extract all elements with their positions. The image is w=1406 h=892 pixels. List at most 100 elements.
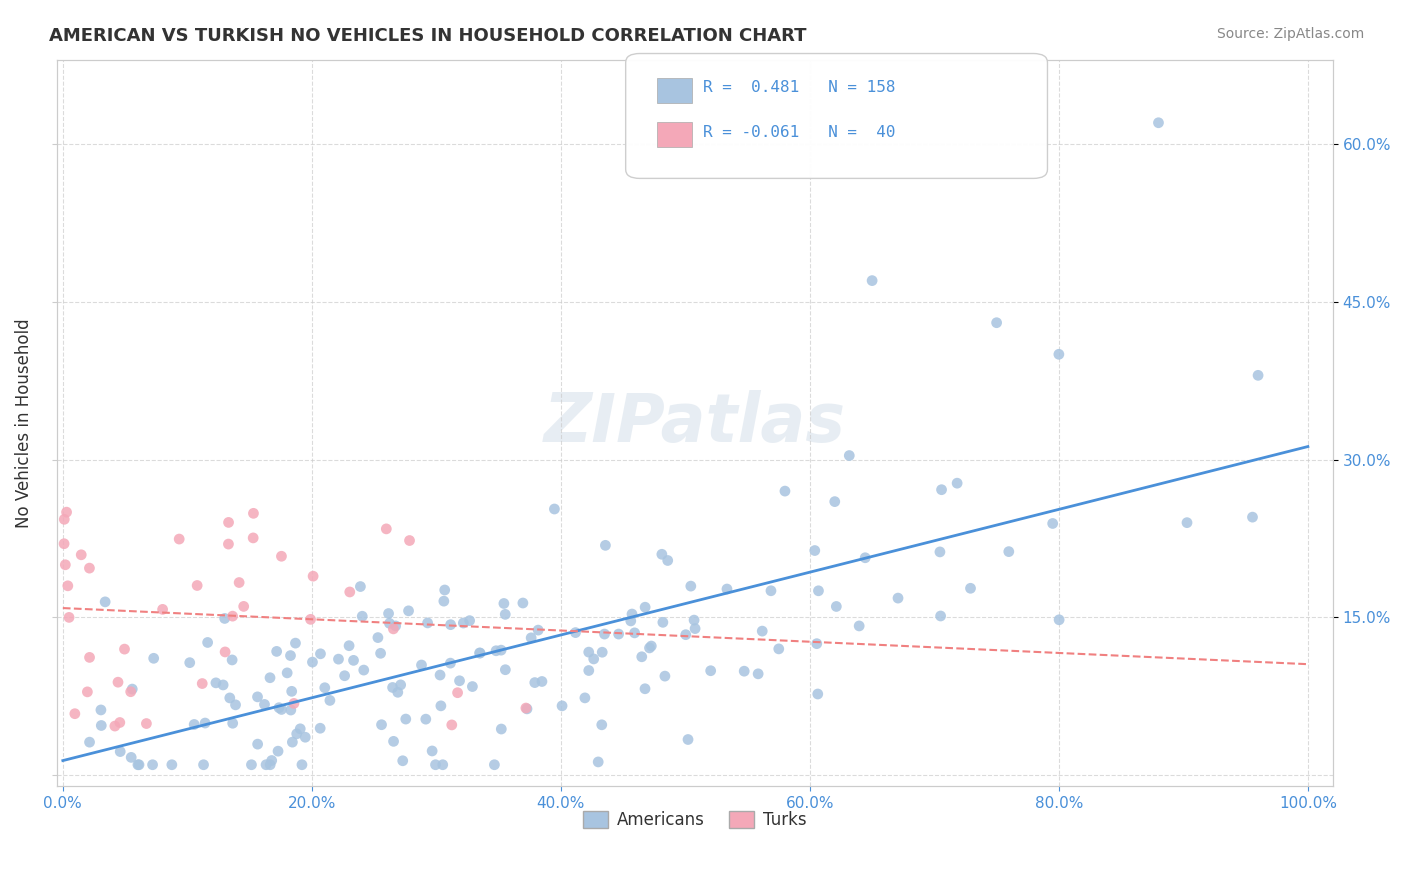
Americans xyxy=(433,582,456,597)
Turks xyxy=(242,506,264,520)
Americans xyxy=(142,757,165,772)
Americans xyxy=(381,681,404,695)
Americans xyxy=(328,652,350,666)
Americans xyxy=(194,716,217,731)
Americans xyxy=(564,625,586,640)
Americans xyxy=(382,734,405,748)
Americans xyxy=(607,627,630,641)
Americans xyxy=(807,687,830,701)
Americans xyxy=(90,718,112,732)
Americans xyxy=(759,583,782,598)
Americans xyxy=(699,664,721,678)
Americans xyxy=(468,646,491,660)
Americans xyxy=(807,583,830,598)
Americans xyxy=(384,619,406,633)
Americans xyxy=(747,666,769,681)
Americans xyxy=(574,690,596,705)
Americans xyxy=(266,644,288,658)
Turks xyxy=(114,642,136,657)
Americans xyxy=(1175,516,1198,530)
Americans xyxy=(931,483,953,497)
Americans xyxy=(270,702,292,716)
Americans xyxy=(1241,510,1264,524)
Turks xyxy=(299,612,322,626)
Americans xyxy=(838,449,860,463)
Turks xyxy=(107,675,129,690)
Americans xyxy=(337,639,360,653)
Americans xyxy=(353,663,375,677)
Turks xyxy=(218,516,240,530)
Americans xyxy=(551,698,574,713)
Americans xyxy=(773,484,796,499)
Americans xyxy=(494,663,516,677)
Americans xyxy=(620,614,643,628)
Text: ZIPatlas: ZIPatlas xyxy=(544,390,845,456)
Turks xyxy=(70,548,93,562)
Americans xyxy=(1047,347,1070,361)
Text: AMERICAN VS TURKISH NO VEHICLES IN HOUSEHOLD CORRELATION CHART: AMERICAN VS TURKISH NO VEHICLES IN HOUSE… xyxy=(49,27,807,45)
Turks xyxy=(398,533,420,548)
Americans xyxy=(676,732,699,747)
Turks xyxy=(135,716,157,731)
Americans xyxy=(391,754,413,768)
Americans xyxy=(523,675,546,690)
Americans xyxy=(593,627,616,641)
Americans xyxy=(415,712,437,726)
Americans xyxy=(853,550,876,565)
Americans xyxy=(301,655,323,669)
Americans xyxy=(516,702,538,716)
Americans xyxy=(929,545,952,559)
Americans xyxy=(183,717,205,731)
Americans xyxy=(280,684,302,698)
Americans xyxy=(591,718,613,732)
Americans xyxy=(349,580,371,594)
Americans xyxy=(591,645,613,659)
Americans xyxy=(806,637,828,651)
Americans xyxy=(527,623,550,637)
Americans xyxy=(449,673,471,688)
Turks xyxy=(56,579,79,593)
Americans xyxy=(309,721,332,735)
Americans xyxy=(733,664,755,678)
Turks xyxy=(191,676,214,690)
Americans xyxy=(259,671,281,685)
Americans xyxy=(1047,613,1070,627)
Americans xyxy=(395,712,418,726)
Americans xyxy=(225,698,247,712)
Americans xyxy=(246,737,269,751)
Americans xyxy=(416,615,439,630)
Americans xyxy=(79,735,101,749)
Americans xyxy=(432,757,454,772)
Turks xyxy=(167,532,190,546)
Americans xyxy=(638,640,661,655)
Turks xyxy=(382,622,405,636)
Turks xyxy=(152,602,174,616)
Americans xyxy=(246,690,269,704)
Text: Source: ZipAtlas.com: Source: ZipAtlas.com xyxy=(1216,27,1364,41)
Americans xyxy=(484,757,506,772)
Turks xyxy=(108,715,131,730)
Turks xyxy=(76,685,98,699)
Turks xyxy=(440,718,463,732)
Americans xyxy=(595,538,617,552)
Americans xyxy=(314,681,336,695)
Americans xyxy=(193,757,215,772)
Americans xyxy=(640,639,662,653)
Americans xyxy=(411,658,433,673)
Americans xyxy=(387,685,409,699)
Turks xyxy=(79,561,101,575)
Americans xyxy=(824,494,846,508)
Americans xyxy=(430,698,453,713)
Americans xyxy=(378,616,401,631)
Americans xyxy=(267,700,290,714)
Americans xyxy=(751,624,773,639)
Turks xyxy=(232,599,254,614)
Americans xyxy=(929,609,952,624)
Americans xyxy=(621,607,644,621)
Americans xyxy=(179,656,201,670)
Turks xyxy=(228,575,250,590)
Americans xyxy=(214,611,236,625)
Americans xyxy=(160,757,183,772)
Americans xyxy=(280,648,302,663)
Turks xyxy=(53,558,76,572)
